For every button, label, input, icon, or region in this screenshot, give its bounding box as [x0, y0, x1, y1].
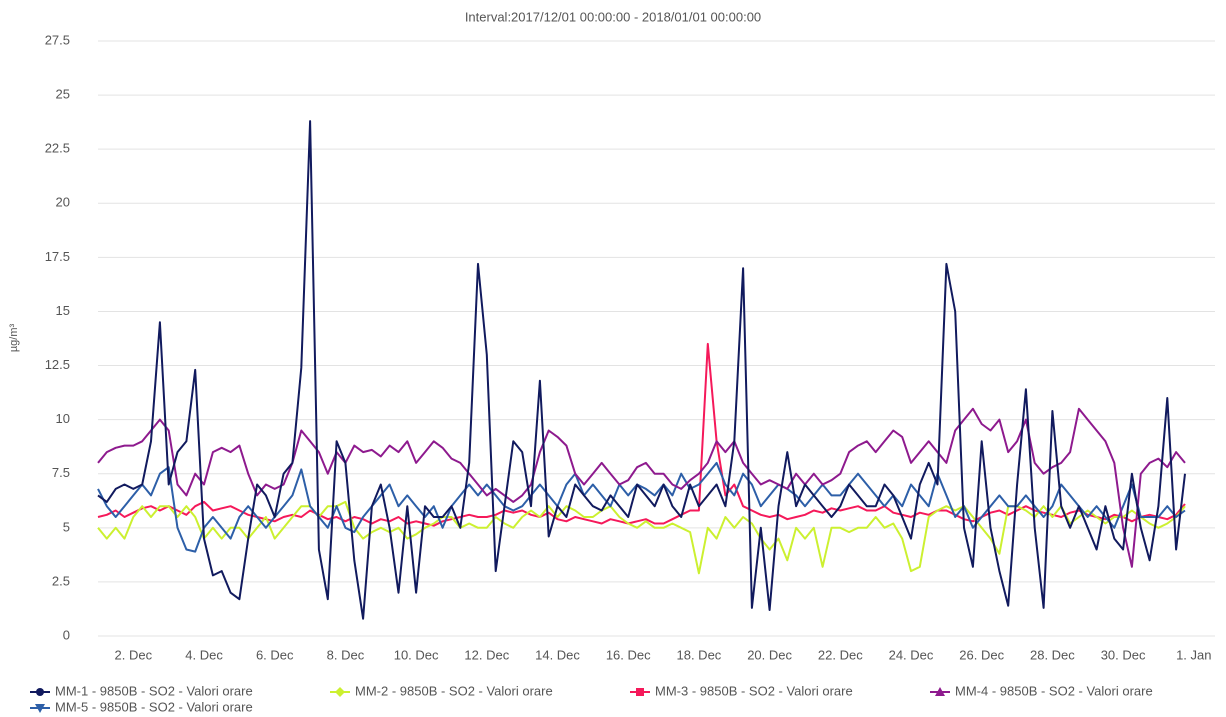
x-tick-label: 20. Dec: [747, 647, 792, 662]
x-tick-label: 10. Dec: [394, 647, 439, 662]
y-tick-label: 0: [63, 627, 70, 642]
y-tick-label: 12.5: [45, 357, 70, 372]
legend-label: MM-4 - 9850B - SO2 - Valori orare: [955, 683, 1153, 698]
y-tick-label: 7.5: [52, 465, 70, 480]
legend-item: MM-4 - 9850B - SO2 - Valori orare: [930, 683, 1153, 698]
x-tick-label: 1. Jan: [1176, 647, 1211, 662]
y-tick-label: 2.5: [52, 573, 70, 588]
legend-item: MM-3 - 9850B - SO2 - Valori orare: [630, 683, 853, 698]
x-tick-label: 12. Dec: [464, 647, 509, 662]
x-tick-label: 24. Dec: [889, 647, 934, 662]
x-tick-label: 18. Dec: [677, 647, 722, 662]
y-axis-label: µg/m³: [8, 323, 20, 352]
legend-marker: [36, 688, 44, 696]
x-tick-label: 16. Dec: [606, 647, 651, 662]
y-tick-label: 17.5: [45, 249, 70, 264]
series-line: [97, 500, 1186, 575]
legend-item: MM-1 - 9850B - SO2 - Valori orare: [30, 683, 253, 698]
x-tick-label: 30. Dec: [1101, 647, 1146, 662]
legend-marker: [935, 687, 945, 696]
series-line: [97, 120, 1186, 620]
legend-item: MM-2 - 9850B - SO2 - Valori orare: [330, 683, 553, 698]
legend-label: MM-3 - 9850B - SO2 - Valori orare: [655, 683, 853, 698]
y-tick-label: 5: [63, 519, 70, 534]
series-line: [97, 407, 1186, 568]
series-line: [97, 461, 1186, 553]
x-tick-label: 6. Dec: [256, 647, 294, 662]
chart-title: Interval:2017/12/01 00:00:00 - 2018/01/0…: [465, 9, 761, 24]
x-tick-label: 22. Dec: [818, 647, 863, 662]
y-tick-label: 22.5: [45, 141, 70, 156]
legend-marker: [35, 704, 45, 713]
x-tick-label: 4. Dec: [185, 647, 223, 662]
x-tick-label: 28. Dec: [1030, 647, 1075, 662]
y-tick-label: 10: [56, 411, 70, 426]
legend-marker: [636, 688, 644, 696]
x-tick-label: 26. Dec: [959, 647, 1004, 662]
legend-marker: [335, 687, 345, 697]
y-tick-label: 25: [56, 87, 70, 102]
y-tick-label: 20: [56, 195, 70, 210]
legend-label: MM-1 - 9850B - SO2 - Valori orare: [55, 683, 253, 698]
legend-label: MM-2 - 9850B - SO2 - Valori orare: [355, 683, 553, 698]
series-line: [97, 342, 1186, 527]
y-tick-label: 27.5: [45, 32, 70, 47]
legend-item: MM-5 - 9850B - SO2 - Valori orare: [30, 699, 253, 714]
legend-label: MM-5 - 9850B - SO2 - Valori orare: [55, 699, 253, 714]
x-tick-label: 14. Dec: [535, 647, 580, 662]
x-tick-label: 2. Dec: [115, 647, 153, 662]
x-tick-label: 8. Dec: [327, 647, 365, 662]
y-tick-label: 15: [56, 303, 70, 318]
